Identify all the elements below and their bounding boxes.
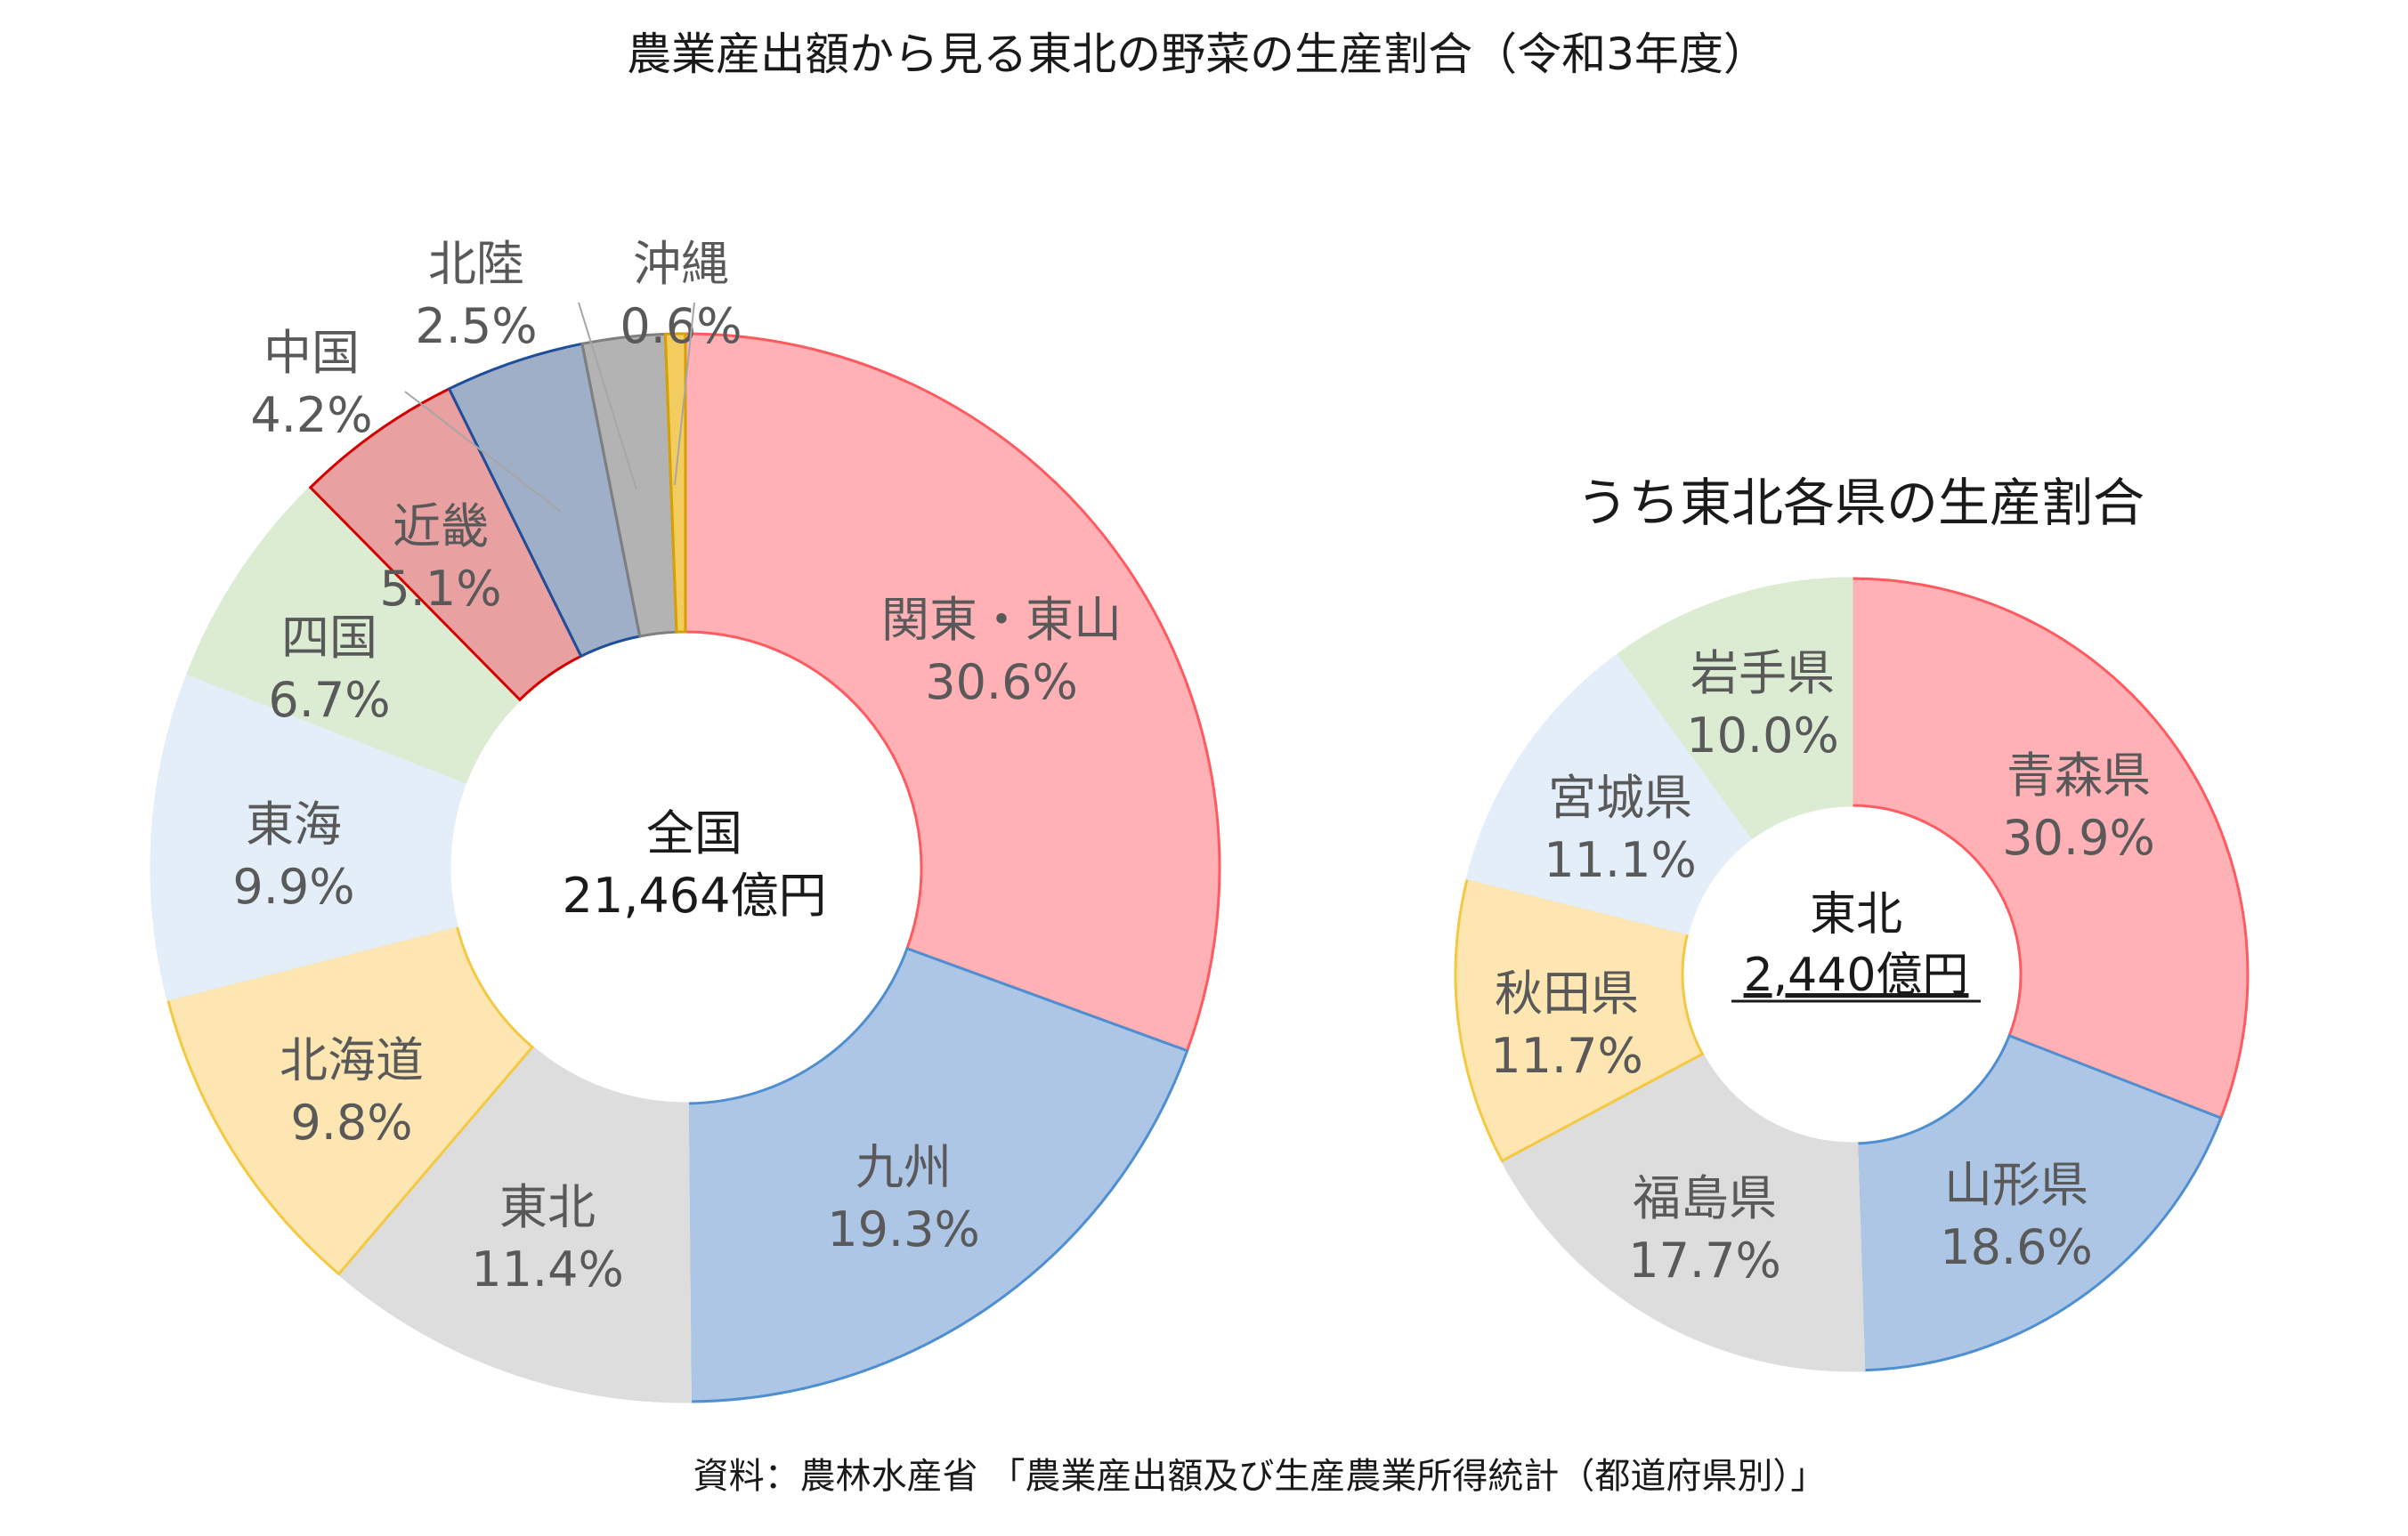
- national-leader-line-8: [578, 302, 637, 490]
- tohoku-slice-label-0: 青森県: [2007, 748, 2151, 804]
- national-slice-value-2: 11.4%: [471, 1241, 624, 1298]
- national-slice-value-4: 9.9%: [232, 859, 354, 915]
- national-slice-label-5: 四国: [281, 610, 377, 666]
- national-slice-label-4: 東海: [246, 796, 342, 853]
- national-slice-value-6: 5.1%: [379, 561, 501, 617]
- national-slice-1: [685, 946, 1189, 1403]
- national-slice-3: [166, 924, 535, 1276]
- donut-chart-tohoku: 青森県 30.9% 山形県 18.6% 福島県 17.7% 秋田県 11.7% 宮城県 11.1%…: [1454, 577, 2250, 1372]
- national-leader-line-7: [404, 391, 562, 513]
- tohoku-slice-value-1: 18.6%: [1940, 1219, 2093, 1275]
- tohoku-slice-label-4: 宮城県: [1548, 770, 1692, 826]
- tohoku-slice-value-4: 11.1%: [1544, 832, 1697, 888]
- tohoku-slice-label-5: 岩手県: [1690, 645, 1835, 701]
- tohoku-slice-1: [1855, 1033, 2223, 1372]
- tohoku-slice-value-0: 30.9%: [2002, 810, 2155, 866]
- tohoku-slice-label-3: 秋田県: [1495, 966, 1639, 1022]
- left-center-label: 全国: [646, 805, 742, 861]
- tohoku-slice-value-2: 17.7%: [1628, 1233, 1781, 1289]
- tohoku-slice-0: [1850, 577, 2250, 1120]
- national-slice-label-8: 北陸: [428, 236, 524, 292]
- national-slice-2: [336, 1045, 693, 1403]
- national-slice-label-6: 近畿: [393, 498, 489, 554]
- tohoku-slice-value-5: 10.0%: [1686, 707, 1839, 764]
- tohoku-slice-5: [1617, 577, 1853, 840]
- tohoku-slice-3: [1454, 877, 1705, 1163]
- right-center-value: 2,440億円: [1744, 949, 1969, 1002]
- national-slice-value-7: 4.2%: [250, 387, 372, 443]
- chart-source: 資料：農林水産省 「農業産出額及び生産農業所得統計（都道府県別）」: [693, 1456, 1827, 1497]
- national-slice-value-1: 19.3%: [827, 1201, 980, 1257]
- national-slice-value-3: 9.8%: [290, 1095, 412, 1151]
- national-slice-label-2: 東北: [499, 1179, 596, 1235]
- national-leader-line-9: [674, 302, 695, 486]
- national-slice-0: [684, 332, 1221, 1053]
- tohoku-slice-2: [1500, 1052, 1866, 1372]
- national-slice-label-7: 中国: [264, 325, 360, 381]
- national-slice-4: [150, 672, 468, 1001]
- right-center-label: 東北: [1810, 888, 1902, 942]
- chart-title: 農業産出額から見る東北の野菜の生産割合（令和3年度）: [627, 28, 1768, 80]
- national-slice-label-1: 九州: [855, 1139, 952, 1195]
- donut-chart-national: 関東・東山 30.6% 九州 19.3% 東北 11.4% 北海道 9.8% 東海 9.9% 四国 6…: [150, 236, 1221, 1403]
- national-slice-value-0: 30.6%: [925, 654, 1078, 710]
- national-slice-value-5: 6.7%: [268, 672, 390, 728]
- left-center-value: 21,464億円: [563, 868, 827, 924]
- right-chart-subtitle: うち東北各県の生産割合: [1577, 473, 2144, 533]
- national-slice-label-9: 沖縄: [633, 236, 729, 292]
- tohoku-slice-label-1: 山形県: [1944, 1157, 2088, 1213]
- tohoku-slice-4: [1465, 651, 1755, 935]
- national-slice-label-3: 北海道: [280, 1032, 424, 1088]
- national-slice-label-0: 関東・東山: [881, 592, 1122, 648]
- national-slice-value-9: 0.6%: [620, 298, 742, 354]
- national-slice-value-8: 2.5%: [415, 298, 537, 354]
- tohoku-slice-value-3: 11.7%: [1490, 1028, 1643, 1084]
- tohoku-slice-label-2: 福島県: [1633, 1170, 1777, 1226]
